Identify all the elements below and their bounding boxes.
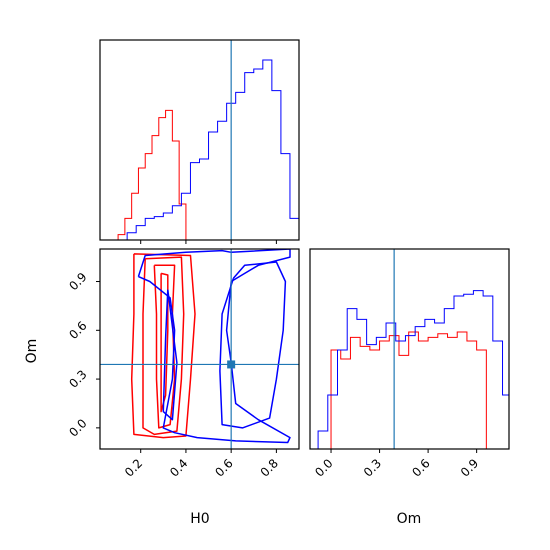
truth-marker — [227, 360, 236, 369]
x-axis-label-om: Om — [397, 511, 422, 527]
x-tick-label: 0.0 — [312, 456, 335, 479]
h0-om-contour-panel: 0.2 0.4 0.6 0.8 0.0 0.3 0.6 0.9 — [66, 248, 300, 480]
om-marginal-panel: 0.0 0.3 0.6 0.9 — [309, 248, 510, 480]
blue-histogram-series — [126, 59, 299, 240]
y-tick-label: 0.3 — [66, 367, 89, 390]
red-contour-level — [153, 264, 176, 429]
axes-frame — [309, 248, 510, 450]
x-tick-label: 0.3 — [361, 456, 384, 479]
blue-contour-level — [219, 261, 287, 429]
x-tick-label: 0.6 — [212, 456, 235, 479]
red-contour-level — [142, 256, 185, 436]
x-tick-label: 0.9 — [458, 456, 481, 479]
blue-histogram-series — [317, 290, 509, 449]
x-tick-label: 0.8 — [258, 456, 281, 479]
y-tick-label: 0.0 — [66, 416, 89, 439]
h0-marginal-panel — [99, 39, 300, 244]
x-tick-label: 0.4 — [167, 456, 190, 479]
y-tick-label: 0.9 — [66, 270, 89, 293]
blue-contour-level — [162, 289, 178, 421]
y-axis-label-om: Om — [24, 339, 40, 364]
red-contour-level — [160, 272, 169, 413]
axes-frame — [99, 248, 300, 450]
axes-frame — [99, 39, 300, 241]
red-contour-level — [130, 253, 196, 439]
x-tick-label: 0.6 — [409, 456, 432, 479]
y-tick-label: 0.6 — [66, 319, 89, 342]
red-histogram-series — [117, 109, 187, 240]
x-tick-label: 0.2 — [122, 456, 145, 479]
x-axis-label-h0: H0 — [190, 511, 209, 527]
red-histogram-series — [330, 331, 493, 449]
